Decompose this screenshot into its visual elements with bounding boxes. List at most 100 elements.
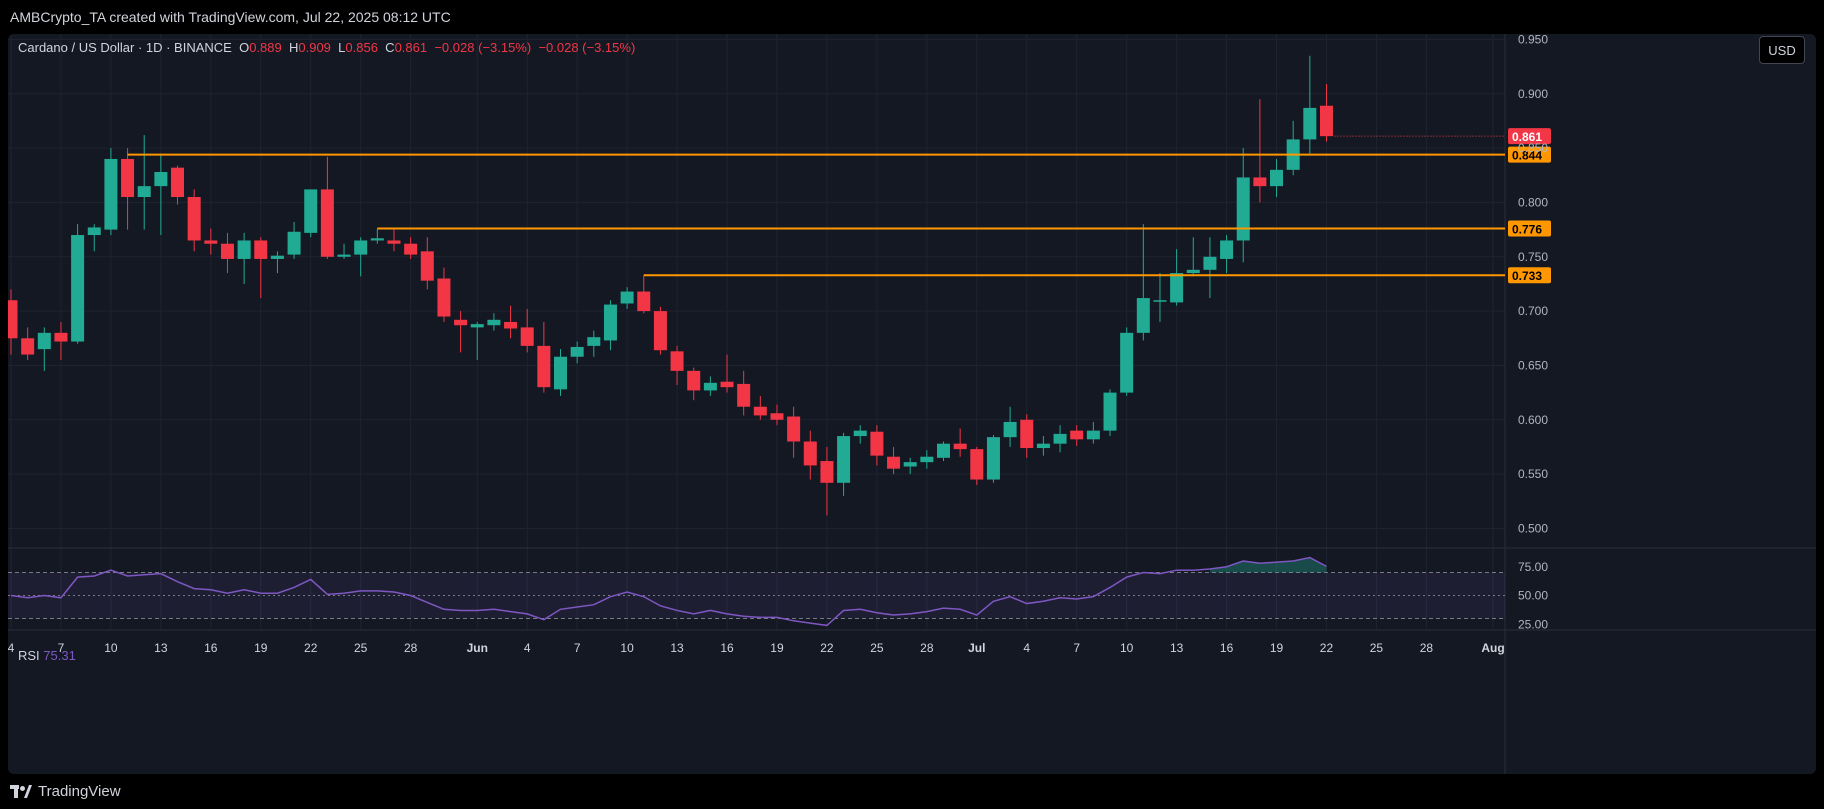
key-level-label: 0.844 xyxy=(1512,149,1542,163)
time-tick-label: 10 xyxy=(620,641,634,655)
candle-body-down xyxy=(1020,419,1034,449)
time-tick-label: 13 xyxy=(154,641,168,655)
candle-body-up xyxy=(936,443,950,458)
last-price-label: 0.861 xyxy=(1512,130,1542,144)
candle-body-down xyxy=(803,441,817,466)
candle-body-up xyxy=(87,227,101,236)
candle-body-up xyxy=(1270,169,1284,187)
candle-body-down xyxy=(8,300,18,339)
candle-body-down xyxy=(1319,105,1333,137)
close-value: 0.861 xyxy=(394,40,428,55)
time-tick-label: 13 xyxy=(670,641,684,655)
time-tick-label: 19 xyxy=(254,641,268,655)
candle-body-up xyxy=(287,231,301,255)
candle-body-up xyxy=(1153,300,1167,302)
time-tick-label: 22 xyxy=(1320,641,1334,655)
time-tick-label: 22 xyxy=(820,641,834,655)
time-tick-label: 7 xyxy=(58,641,65,655)
time-tick-label: 28 xyxy=(404,641,418,655)
time-tick-label: 10 xyxy=(1120,641,1134,655)
candle-body-up xyxy=(1003,421,1017,438)
last-price-tag xyxy=(1508,128,1551,145)
candle-body-down xyxy=(637,291,651,312)
chart-panel[interactable]: 0.844 0.776 0.733 0.861 0.950 0.900 0.850 0.80… xyxy=(8,34,1816,774)
rsi-value: 75.31 xyxy=(43,648,76,663)
tradingview-brand[interactable]: TradingView xyxy=(10,783,121,800)
low-value: 0.856 xyxy=(345,40,378,55)
key-level-label: 0.776 xyxy=(1512,223,1542,237)
candle-body-up xyxy=(470,324,484,328)
candle-body-down xyxy=(787,416,801,442)
time-tick-label: 4 xyxy=(8,641,15,655)
price-tick-label: 0.650 xyxy=(1518,358,1548,372)
low-label: L xyxy=(338,40,346,55)
candle-body-down xyxy=(54,332,68,342)
rsi-overbought-fill xyxy=(1209,557,1327,573)
candle-body-down xyxy=(454,319,468,326)
time-tick-label: 25 xyxy=(354,641,368,655)
candle-body-up xyxy=(1053,433,1067,444)
candle-body-down xyxy=(887,456,901,469)
rsi-line xyxy=(10,556,1327,627)
candle-body-up xyxy=(920,456,934,463)
rsi-tick-label: 50.00 xyxy=(1518,589,1548,603)
candle-body-up xyxy=(1186,269,1200,274)
candle-body-up xyxy=(237,240,251,259)
candle-body-down xyxy=(387,240,401,244)
price-tick-label: 0.900 xyxy=(1518,87,1548,101)
candle-body-up xyxy=(1036,443,1050,449)
candle-body-up xyxy=(1086,430,1100,440)
currency-button[interactable]: USD xyxy=(1759,36,1805,64)
candle-body-down xyxy=(970,449,984,480)
price-tick-label: 0.600 xyxy=(1518,413,1548,427)
time-tick-label: 22 xyxy=(304,641,318,655)
candle-body-down xyxy=(753,406,767,416)
price-tick-label: 0.550 xyxy=(1518,467,1548,481)
time-tick-label: 7 xyxy=(1073,641,1080,655)
candle-body-down xyxy=(820,461,834,483)
key-level-tag xyxy=(1508,267,1551,284)
close-label: C xyxy=(385,40,395,55)
candle-body-down xyxy=(254,240,268,259)
candle-body-down xyxy=(220,243,234,259)
candle-body-down xyxy=(21,338,35,355)
candle-body-up xyxy=(487,319,501,326)
brand-label: TradingView xyxy=(38,783,121,800)
candle-body-down xyxy=(770,413,784,420)
candle-body-down xyxy=(420,251,434,281)
candle-body-up xyxy=(570,346,584,357)
price-tick-label: 0.800 xyxy=(1518,195,1548,209)
time-tick-label: 10 xyxy=(104,641,118,655)
time-tick-label: 28 xyxy=(920,641,934,655)
candle-body-down xyxy=(520,327,534,346)
candle-body-down xyxy=(121,158,135,198)
candle-body-down xyxy=(670,351,684,371)
high-label: H xyxy=(288,40,299,55)
price-tick-label: 0.700 xyxy=(1518,304,1548,318)
candle-body-down xyxy=(404,243,418,255)
candlestick-chart[interactable]: 0.844 0.776 0.733 0.861 0.950 0.900 0.850 0.80… xyxy=(8,34,1816,774)
candle-body-up xyxy=(104,158,118,230)
candle-body-up xyxy=(154,172,168,187)
candle-body-down xyxy=(687,370,701,391)
candle-body-up xyxy=(587,337,601,346)
price-tick-label: 0.950 xyxy=(1518,34,1548,46)
candle-body-down xyxy=(437,278,451,317)
tradingview-logo-icon xyxy=(10,784,32,798)
candle-body-up xyxy=(1203,256,1217,270)
time-tick-label: 7 xyxy=(574,641,581,655)
candle-body-down xyxy=(1253,177,1267,187)
candle-body-down xyxy=(953,443,967,450)
change-value-secondary: −0.028 (−3.15%) xyxy=(538,40,636,55)
candle-body-up xyxy=(270,255,284,259)
time-tick-label: 4 xyxy=(1023,641,1030,655)
candle-body-up xyxy=(603,304,617,341)
key-level-tag xyxy=(1508,220,1551,237)
symbol-legend: Cardano / US Dollar · 1D · BINANCE O0.88… xyxy=(18,40,635,55)
candle-body-up xyxy=(137,186,151,198)
candle-body-down xyxy=(1070,430,1084,440)
price-tick-label: 0.850 xyxy=(1518,141,1548,155)
time-tick-label: 28 xyxy=(1420,641,1434,655)
candle-body-up xyxy=(1220,240,1234,259)
candle-body-up xyxy=(71,235,85,342)
